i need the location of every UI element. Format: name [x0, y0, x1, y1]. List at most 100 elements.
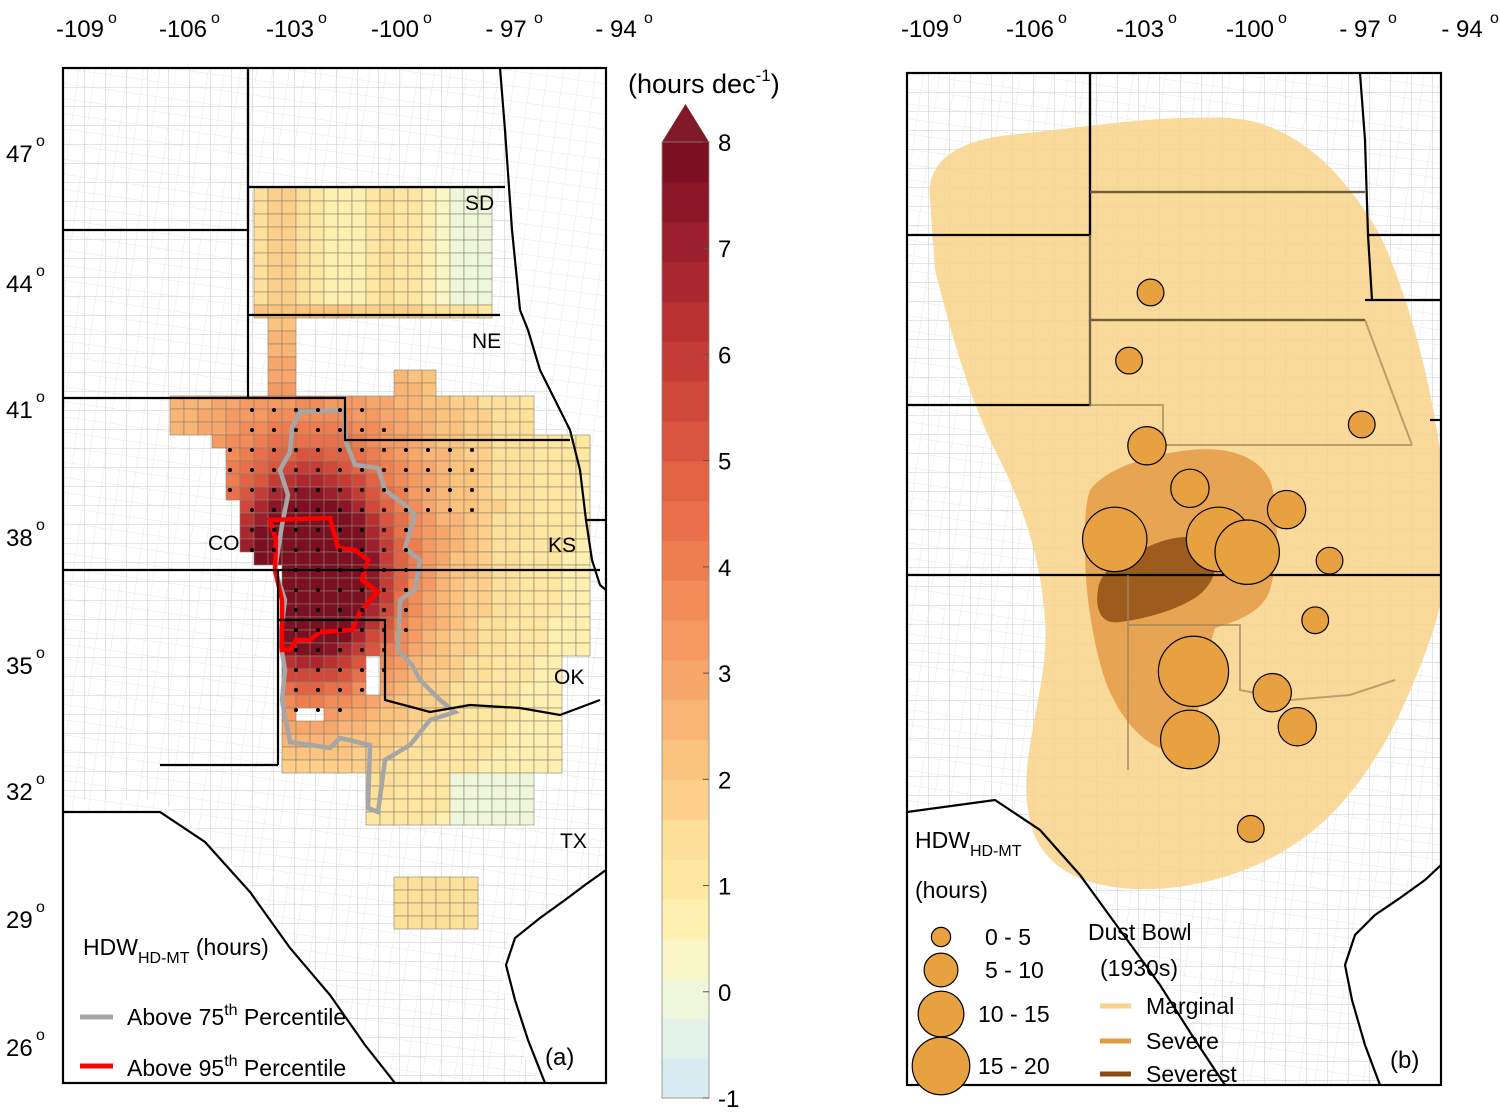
colorbar-tick: 8 [718, 130, 731, 157]
significance-dot [448, 488, 452, 492]
significance-dot [404, 488, 408, 492]
colorbar-tick: 5 [718, 449, 731, 476]
legend-circle-label: 10 - 15 [978, 1001, 1050, 1027]
dustbowl-label: Marginal [1146, 993, 1234, 1019]
trend-cell [519, 811, 535, 826]
significance-dot [382, 488, 386, 492]
colorbar-segment [662, 779, 709, 820]
significance-dot [294, 448, 298, 452]
significance-dot [316, 608, 320, 612]
significance-dot [294, 488, 298, 492]
a-lon-tick: - 94 [595, 16, 636, 43]
longitude-ticks-a: -109 o -106 o -103 o -100 o - 97 o - 94 o [56, 10, 653, 43]
a-lat-degree: o [36, 899, 45, 916]
significance-dot [294, 468, 298, 472]
trend-cell [547, 759, 563, 774]
significance-dot [360, 668, 364, 672]
mexico-area [63, 812, 395, 1083]
significance-dot [316, 668, 320, 672]
station-circle [1277, 706, 1318, 747]
a-lat-tick: 26 [6, 1035, 33, 1062]
significance-dot [316, 548, 320, 552]
significance-dot [360, 688, 364, 692]
state-label-co: CO [208, 532, 240, 555]
station-circle [1301, 606, 1330, 635]
significance-dot [360, 528, 364, 532]
b-lon-tick: -106 [1006, 16, 1054, 43]
longitude-ticks-b: -109 o -106 o -103 o -100 o - 97 o - 94 o [901, 10, 1499, 43]
legend-circle [917, 990, 965, 1038]
significance-dot [338, 648, 342, 652]
significance-dot [294, 528, 298, 532]
legend-95th-label: Above 95th Percentile [127, 1053, 346, 1081]
significance-dot [294, 428, 298, 432]
significance-dot [228, 488, 232, 492]
significance-dot [382, 428, 386, 432]
colorbar-segment [662, 460, 709, 502]
significance-dot [382, 528, 386, 532]
a-lat-degree: o [36, 133, 45, 150]
significance-dot [382, 468, 386, 472]
b-lon-tick: -103 [1116, 16, 1164, 43]
significance-dot [338, 488, 342, 492]
colorbar-segment [662, 221, 709, 263]
colorbar-segment [662, 739, 709, 780]
significance-dot [294, 408, 298, 412]
colorbar-segment [662, 1018, 709, 1059]
significance-dot [338, 608, 342, 612]
station-circle [1252, 672, 1293, 713]
state-boundaries [63, 68, 606, 1083]
significance-dot [360, 628, 364, 632]
significance-dot [338, 668, 342, 672]
significance-dot [294, 588, 298, 592]
a-lon-degree: o [534, 10, 543, 27]
significance-dot [316, 688, 320, 692]
significance-dot [250, 548, 254, 552]
a-lat-tick: 32 [6, 779, 33, 806]
significance-dot [316, 408, 320, 412]
significance-dot [338, 548, 342, 552]
significance-dot [404, 528, 408, 532]
significance-dot [426, 488, 430, 492]
significance-dot [338, 628, 342, 632]
colorbar-segment [662, 261, 709, 302]
significance-dot [338, 468, 342, 472]
b-lon-degree: o [1058, 10, 1067, 27]
significance-dot [250, 528, 254, 532]
dustbowl-title-2: (1930s) [1100, 955, 1178, 981]
trend-cell [463, 915, 479, 930]
a-lat-tick: 38 [6, 525, 33, 552]
significance-dot [360, 428, 364, 432]
colorbar-segment [662, 819, 709, 860]
significance-dot [360, 468, 364, 472]
significance-dot [316, 628, 320, 632]
colorbar-tick: 2 [718, 767, 731, 794]
significance-dots [228, 408, 474, 712]
significance-dot [448, 468, 452, 472]
significance-dot [316, 528, 320, 532]
colorbar-segment [662, 699, 709, 741]
significance-dot [316, 588, 320, 592]
significance-dot [294, 548, 298, 552]
significance-dot [228, 448, 232, 452]
mexico-area-b [907, 800, 1225, 1085]
colorbar-tick: -1 [718, 1086, 739, 1113]
significance-dot [272, 468, 276, 472]
significance-dot [338, 428, 342, 432]
colorbar-segment [662, 1058, 709, 1099]
panel-b-label: (b) [1390, 1047, 1419, 1074]
b-lon-tick: - 94 [1441, 16, 1482, 43]
significance-dot [360, 648, 364, 652]
b-lon-tick: - 97 [1339, 16, 1380, 43]
colorbar-segment [662, 580, 709, 621]
significance-dot [250, 448, 254, 452]
dustbowl-title-1: Dust Bowl [1088, 919, 1192, 945]
legend-b-circles: HDWHD-MT (hours) 0 - 5 5 - 10 10 - 15 15 - … [911, 827, 1050, 1096]
b-lon-degree: o [1490, 10, 1499, 27]
significance-dot [294, 688, 298, 692]
significance-dot [338, 528, 342, 532]
a-lon-degree: o [211, 10, 220, 27]
station-circle [1115, 346, 1144, 375]
a-lon-degree: o [644, 10, 653, 27]
